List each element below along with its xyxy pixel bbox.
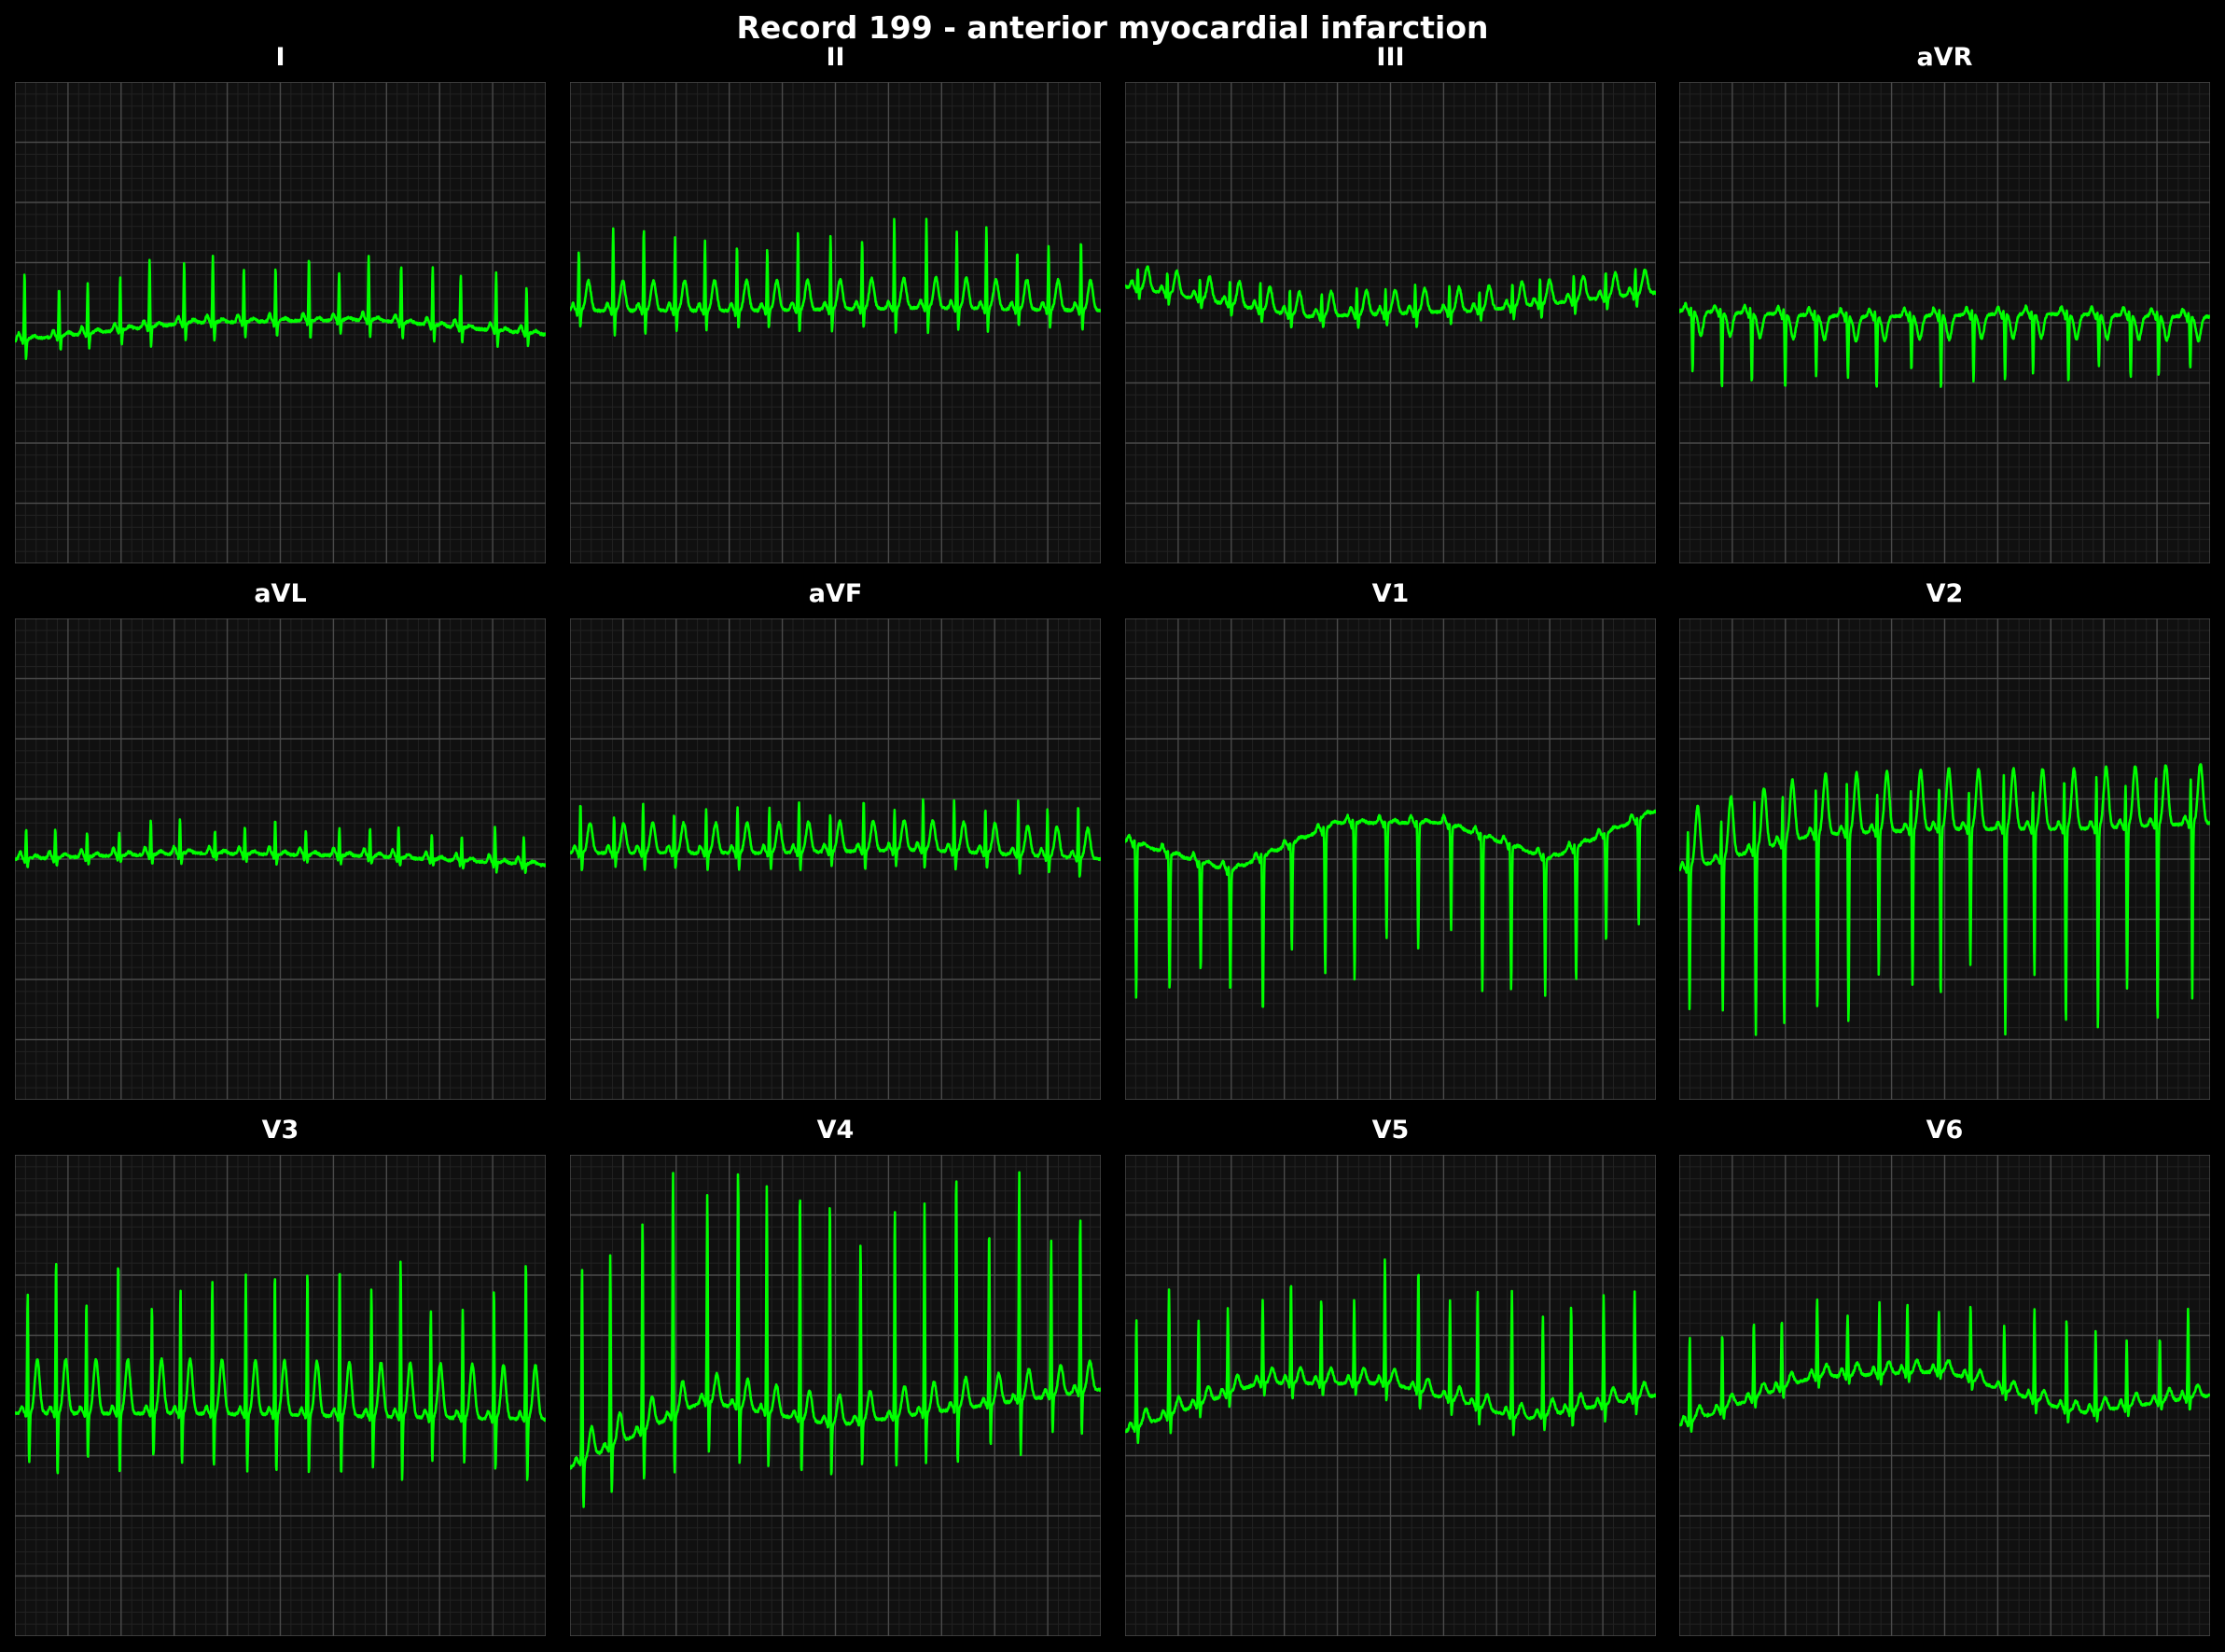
lead-title-avr: aVR <box>1916 43 1973 72</box>
lead-title-v3: V3 <box>261 1116 299 1145</box>
ecg-plot-v5 <box>1125 1155 1656 1636</box>
lead-title-i: I <box>275 43 285 72</box>
lead-panel-v6 <box>1679 1155 2210 1636</box>
ecg-trace-v4 <box>570 1171 1101 1508</box>
ecg-plot-v4 <box>570 1155 1101 1636</box>
ecg-trace-v1 <box>1125 809 1656 1008</box>
lead-panel-avf <box>570 618 1101 1100</box>
ecg-trace-v3 <box>15 1260 546 1481</box>
ecg-trace-v2 <box>1679 763 2210 1036</box>
lead-panel-i <box>15 82 546 563</box>
grid-major <box>570 618 1101 1100</box>
grid-major <box>570 1155 1101 1636</box>
lead-panel-iii <box>1125 82 1656 563</box>
lead-panel-v3 <box>15 1155 546 1636</box>
ecg-trace-ii <box>570 217 1101 337</box>
ecg-plot-ii <box>570 82 1101 563</box>
lead-title-iii: III <box>1376 43 1405 72</box>
ecg-plot-avr <box>1679 82 2210 563</box>
grid-major <box>15 1155 546 1636</box>
lead-panel-v4 <box>570 1155 1101 1636</box>
lead-panel-avl <box>15 618 546 1100</box>
ecg-trace-avf <box>570 798 1101 878</box>
grid-minor <box>570 618 1101 1100</box>
ecg-trace-v6 <box>1679 1298 2210 1433</box>
lead-title-v5: V5 <box>1371 1116 1410 1145</box>
lead-title-v1: V1 <box>1371 579 1410 608</box>
ecg-plot-avl <box>15 618 546 1100</box>
lead-title-avl: aVL <box>254 579 307 608</box>
lead-title-avf: aVF <box>808 579 863 608</box>
ecg-trace-avl <box>15 818 546 874</box>
grid-major <box>1679 1155 2210 1636</box>
lead-title-ii: II <box>826 43 845 72</box>
ecg-plot-v6 <box>1679 1155 2210 1636</box>
lead-title-v6: V6 <box>1926 1116 1964 1145</box>
lead-title-v2: V2 <box>1926 579 1964 608</box>
ecg-plot-avf <box>570 618 1101 1100</box>
ecg-trace-v5 <box>1125 1258 1656 1445</box>
lead-title-v4: V4 <box>816 1116 855 1145</box>
ecg-plot-v1 <box>1125 618 1656 1100</box>
ecg-plot-i <box>15 82 546 563</box>
ecg-trace-i <box>15 255 546 360</box>
ecg-plot-v3 <box>15 1155 546 1636</box>
grid-major <box>1125 82 1656 563</box>
ecg-plot-v2 <box>1679 618 2210 1100</box>
ecg-plot-iii <box>1125 82 1656 563</box>
lead-panel-v5 <box>1125 1155 1656 1636</box>
lead-panel-avr <box>1679 82 2210 563</box>
lead-panel-v2 <box>1679 618 2210 1100</box>
ecg-trace-avr <box>1679 301 2210 388</box>
grid-major <box>1125 618 1656 1100</box>
lead-panel-v1 <box>1125 618 1656 1100</box>
ecg-trace-iii <box>1125 265 1656 329</box>
page-title: Record 199 - anterior myocardial infarct… <box>736 9 1489 46</box>
lead-panel-ii <box>570 82 1101 563</box>
